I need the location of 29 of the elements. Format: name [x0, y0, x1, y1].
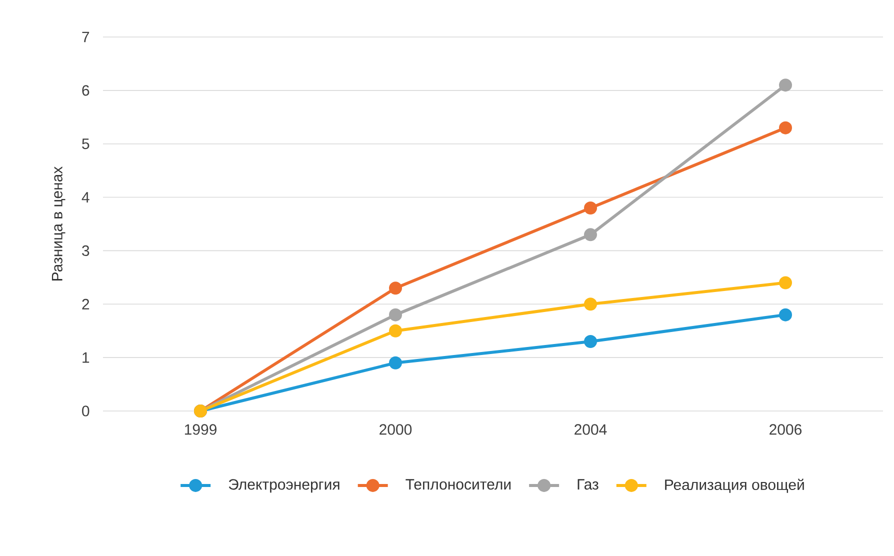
x-tick-label: 1999 — [184, 424, 216, 435]
point — [779, 78, 792, 92]
point — [779, 121, 792, 134]
point — [779, 276, 792, 290]
point — [389, 356, 402, 370]
point — [389, 308, 402, 322]
point — [584, 228, 598, 242]
y-tick-label: 1 — [82, 352, 90, 363]
y-tick-label: 6 — [82, 85, 90, 96]
y-tick-label: 4 — [82, 192, 90, 202]
y-tick-label: 7 — [82, 32, 90, 42]
point — [584, 335, 598, 348]
y-axis-title: Разница в ценах — [52, 166, 66, 280]
point — [584, 201, 598, 214]
x-tick-label: 2004 — [574, 424, 607, 435]
legend-label: Газ — [578, 479, 598, 490]
y-tick-label: 5 — [82, 138, 90, 150]
point — [389, 282, 402, 295]
point — [584, 298, 598, 311]
legend-label: Теплоносители — [406, 479, 511, 490]
y-tick-label: 3 — [82, 245, 90, 256]
x-tick-label: 2006 — [770, 424, 802, 435]
x-tick-label: 2000 — [380, 424, 412, 435]
point — [779, 308, 792, 322]
y-tick-label: 2 — [82, 298, 90, 310]
y-tick-label: 0 — [82, 406, 90, 416]
legend-label: Реализация овощей — [665, 478, 804, 493]
legend-label: Электроэнергия — [228, 479, 340, 493]
point — [389, 324, 402, 338]
